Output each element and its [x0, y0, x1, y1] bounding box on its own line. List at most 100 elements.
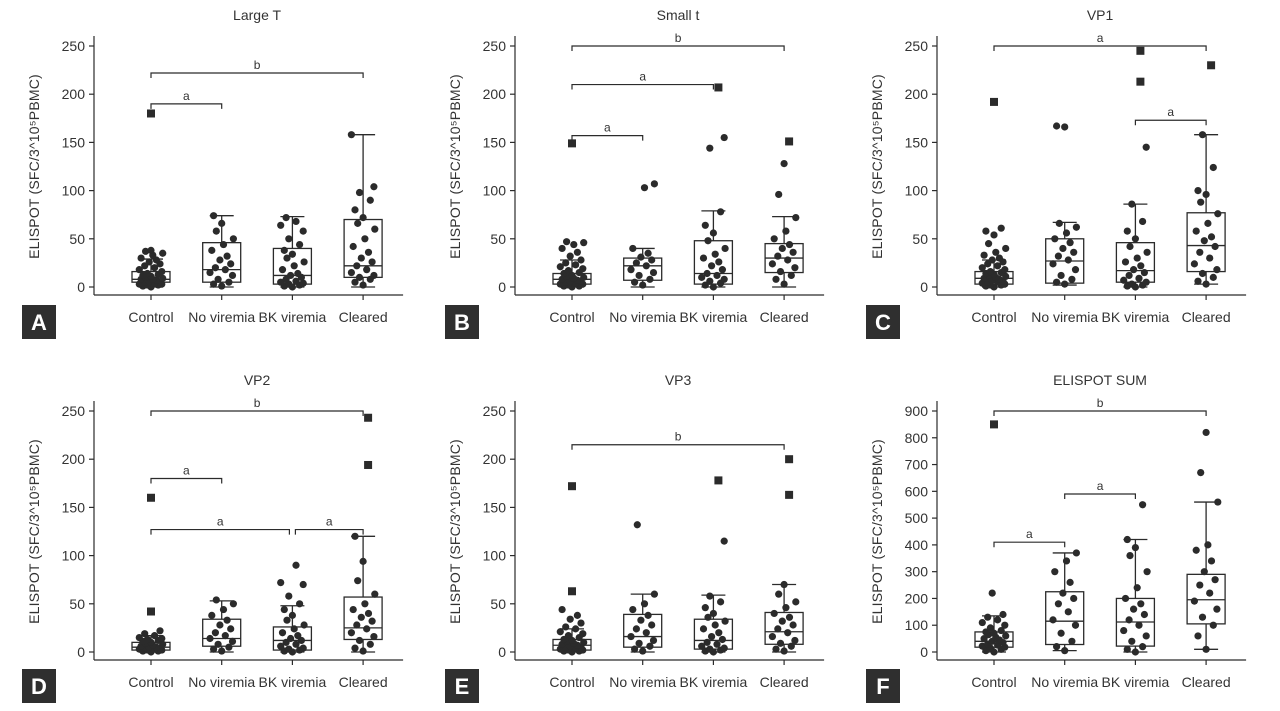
y-tick-label: 0 [498, 279, 506, 295]
data-point [999, 610, 1007, 619]
data-point [216, 621, 224, 629]
data-point [366, 196, 374, 204]
data-point [1142, 143, 1150, 151]
data-point [285, 592, 293, 600]
data-point [990, 629, 998, 637]
y-tick-label: 200 [62, 451, 86, 467]
data-point [296, 240, 304, 249]
y-tick-label: 0 [920, 644, 928, 660]
data-point [782, 604, 790, 612]
significance-label: a [183, 89, 190, 103]
data-point [787, 271, 795, 280]
data-point [299, 644, 307, 652]
data-point [277, 642, 285, 650]
y-tick-label: 200 [62, 86, 86, 102]
data-point [1209, 163, 1217, 172]
outlier-point [1136, 46, 1145, 55]
data-point [704, 237, 712, 245]
box-iqr [1115, 242, 1156, 283]
significance-bracket [571, 83, 714, 90]
data-point [1064, 256, 1072, 264]
data-point [292, 277, 300, 285]
data-point [1194, 277, 1202, 285]
outlier-point [785, 490, 794, 499]
data-point [300, 258, 308, 266]
data-point [564, 632, 573, 640]
category-label: No viremia [188, 309, 255, 325]
data-point [211, 264, 219, 272]
data-point [351, 278, 359, 286]
data-point [1068, 637, 1076, 645]
data-point [228, 637, 237, 645]
data-point [791, 264, 799, 272]
data-point [1053, 122, 1061, 130]
y-tick-label: 100 [483, 548, 507, 564]
panel-d: VP2 0 50 100 150 200 250 ELISPOT (SFC/3^10⁵PBMC… [22, 372, 404, 703]
data-point [580, 239, 588, 247]
data-point [355, 188, 364, 197]
outlier-point [568, 482, 576, 491]
significance-label: a [604, 121, 611, 135]
panel-title: Small t [657, 7, 700, 23]
data-point [572, 261, 580, 269]
data-point [780, 280, 788, 288]
data-point [151, 264, 159, 272]
data-point [1211, 576, 1219, 584]
y-tick-label: 50 [912, 231, 928, 247]
outlier-point [785, 137, 794, 146]
data-point [768, 632, 777, 641]
data-point [210, 280, 218, 288]
data-point [988, 256, 996, 264]
data-point [792, 598, 800, 606]
category-label: Control [128, 309, 173, 325]
data-point [1198, 269, 1207, 278]
data-point [1131, 543, 1139, 552]
panel-e: VP3 0 50 100 150 200 250 ELISPOT (SFC/3^10⁵PBMC… [445, 372, 825, 703]
data-point [579, 265, 587, 273]
data-point [640, 600, 649, 608]
data-point [147, 246, 155, 254]
data-point [780, 580, 788, 589]
data-point [782, 227, 790, 235]
data-point [629, 244, 637, 253]
y-tick-label: 100 [905, 617, 929, 633]
data-point [720, 275, 728, 283]
y-tick-label: 100 [62, 548, 86, 564]
data-point [642, 629, 650, 637]
data-point [787, 642, 795, 650]
box-iqr [623, 613, 663, 648]
data-point [1070, 248, 1078, 256]
data-point [1066, 578, 1074, 586]
data-point [770, 235, 778, 243]
data-point [639, 281, 647, 289]
data-point [1131, 235, 1139, 243]
category-label: BK viremia [1102, 674, 1170, 690]
y-tick-label: 100 [905, 183, 929, 199]
panel-badge [22, 305, 56, 339]
data-point [1206, 589, 1214, 597]
data-point [1133, 254, 1141, 262]
y-tick-label: 50 [490, 231, 506, 247]
data-point [370, 271, 378, 280]
data-point [364, 609, 373, 618]
data-point [1072, 549, 1080, 557]
data-point [708, 632, 716, 641]
data-point [772, 645, 780, 653]
significance-bracket [1134, 119, 1207, 126]
data-point [1120, 276, 1128, 284]
data-point [218, 219, 226, 227]
data-point [644, 611, 652, 619]
data-point [985, 240, 993, 248]
data-point [218, 647, 226, 655]
data-point [709, 609, 718, 618]
data-point [280, 246, 288, 254]
category-label: BK viremia [680, 674, 748, 690]
significance-bracket [571, 135, 644, 141]
data-point [210, 645, 218, 653]
y-axis-label: ELISPOT (SFC/3^10⁵PBMC) [869, 74, 885, 259]
significance-label: a [183, 463, 190, 477]
panel-badge [866, 305, 900, 339]
data-point [717, 598, 725, 606]
category-label: No viremia [609, 309, 676, 325]
category-label: Cleared [339, 309, 388, 325]
